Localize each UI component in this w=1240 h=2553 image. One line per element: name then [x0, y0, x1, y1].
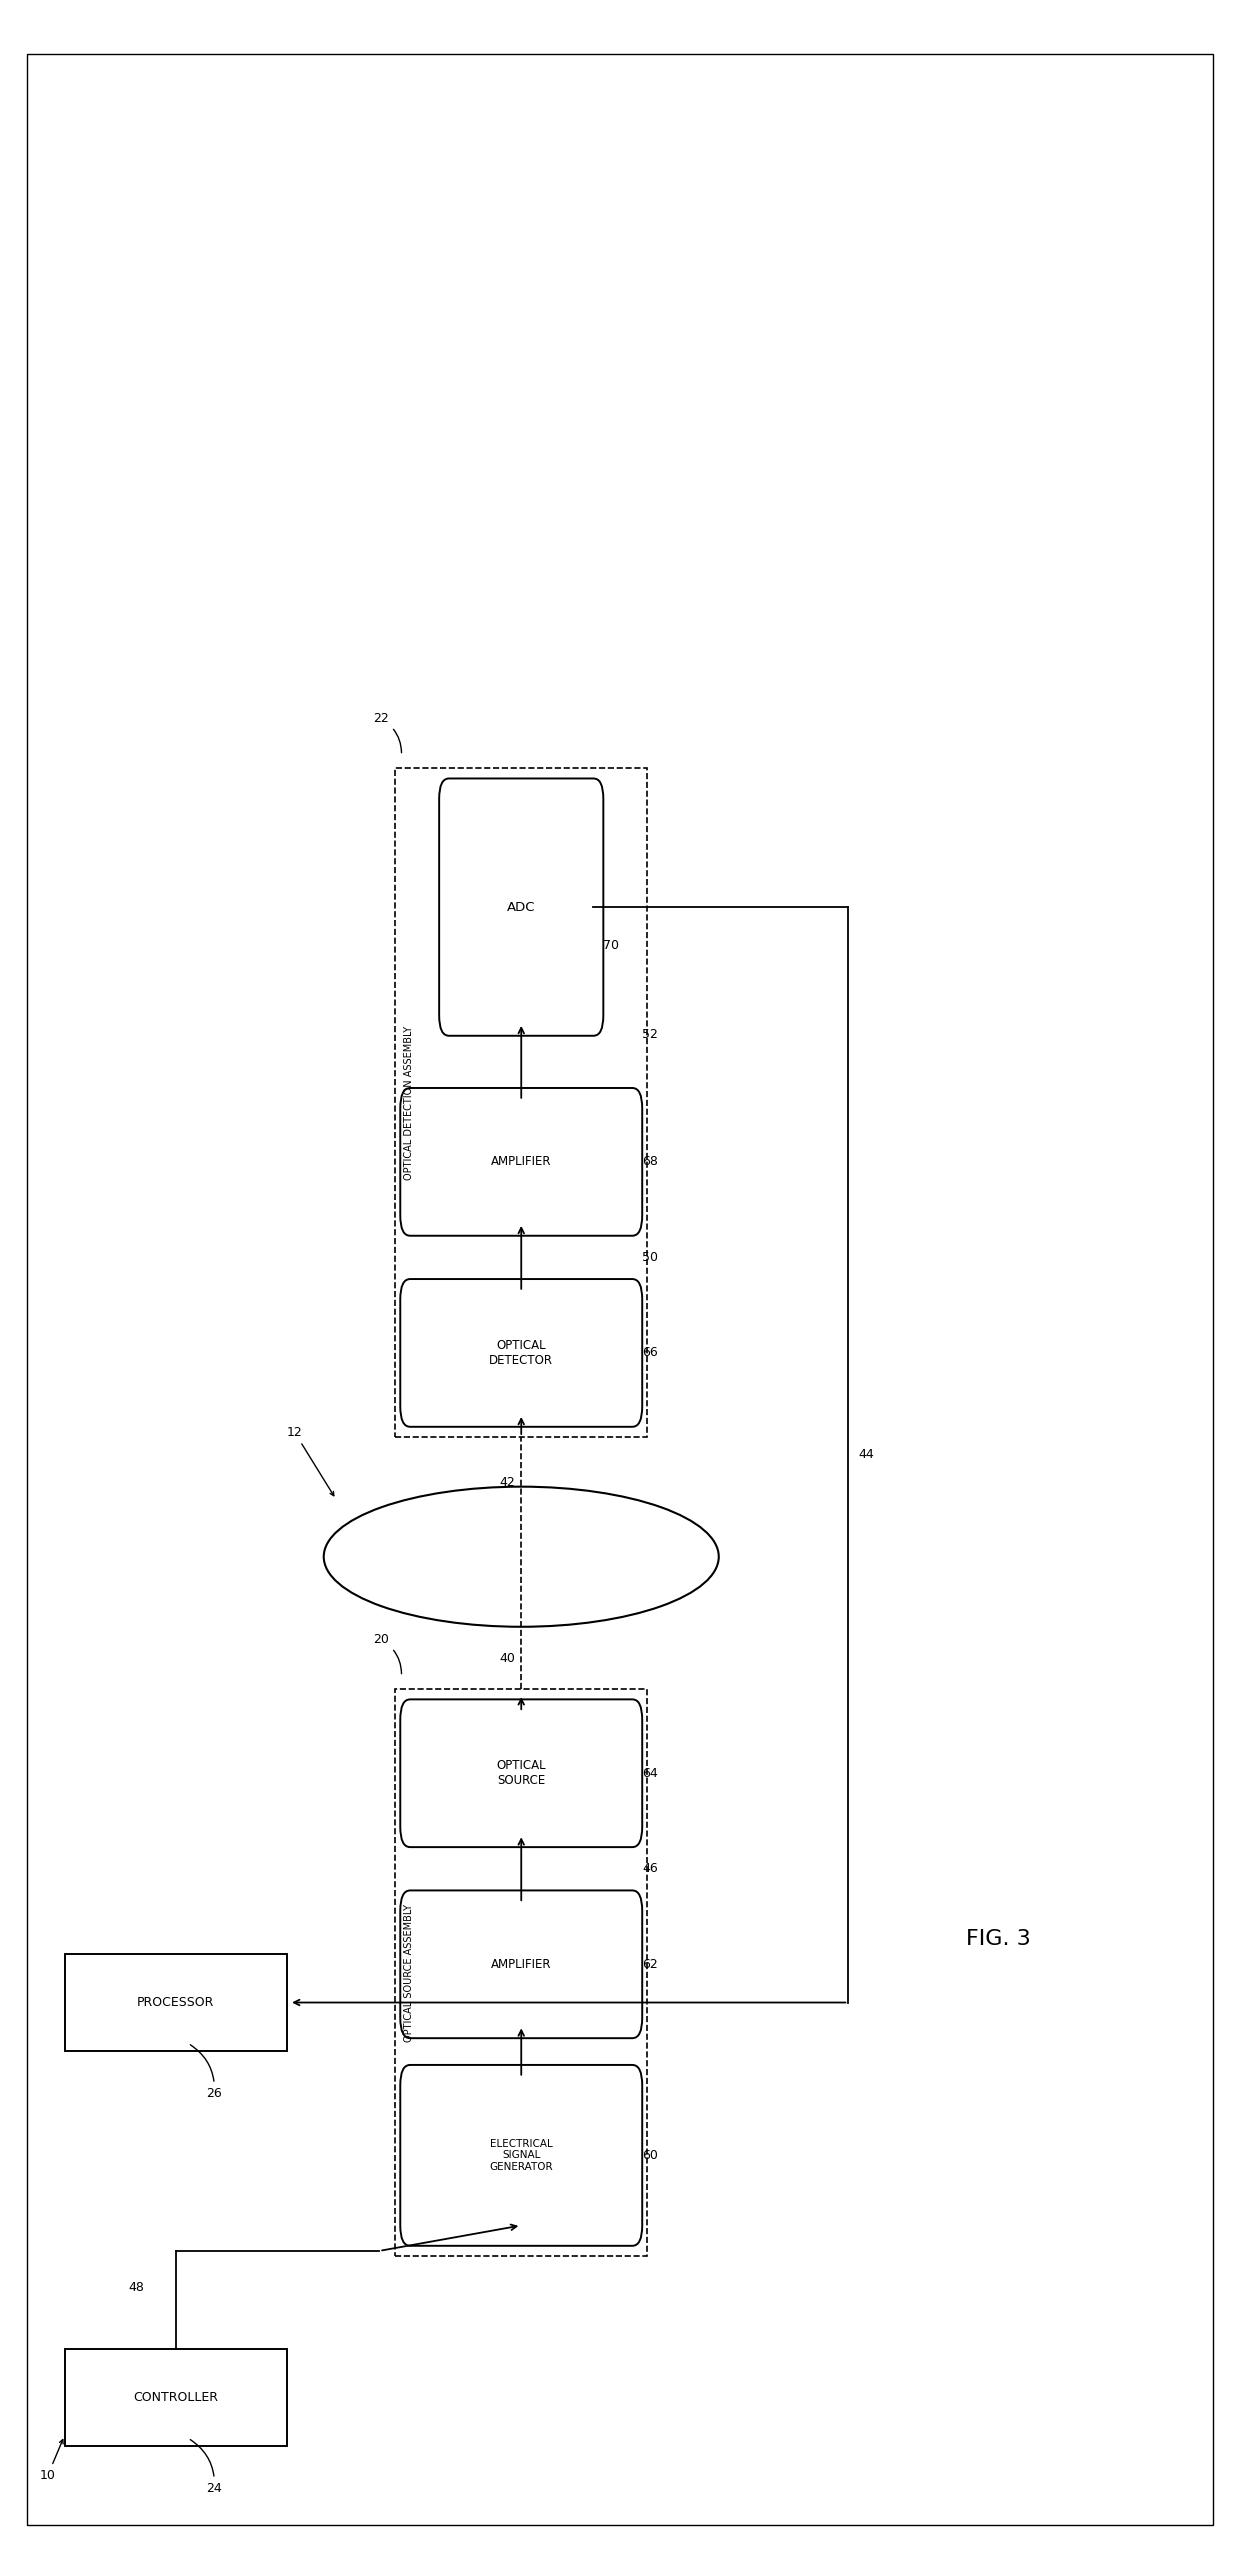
Text: 68: 68 — [642, 1157, 658, 1169]
Text: CONTROLLER: CONTROLLER — [133, 2390, 218, 2405]
Text: 10: 10 — [40, 2441, 63, 2482]
Text: OPTICAL
DETECTOR: OPTICAL DETECTOR — [490, 1338, 553, 1366]
Text: PROCESSOR: PROCESSOR — [136, 1996, 215, 2009]
Text: 48: 48 — [129, 2280, 145, 2293]
Text: 44: 44 — [858, 1448, 874, 1460]
Text: AMPLIFIER: AMPLIFIER — [491, 1157, 552, 1169]
Text: 70: 70 — [604, 940, 619, 952]
Text: 52: 52 — [642, 1029, 658, 1042]
Text: 60: 60 — [642, 2150, 658, 2162]
Text: 42: 42 — [500, 1476, 515, 1488]
Text: 46: 46 — [642, 1861, 658, 1876]
FancyBboxPatch shape — [439, 779, 604, 1037]
FancyBboxPatch shape — [401, 1279, 642, 1427]
Text: ADC: ADC — [507, 901, 536, 914]
Text: AMPLIFIER: AMPLIFIER — [491, 1958, 552, 1971]
Text: 26: 26 — [190, 2045, 222, 2099]
Bar — [64, 2349, 286, 2446]
Text: 40: 40 — [500, 1652, 515, 1665]
Bar — [64, 1953, 286, 2050]
FancyBboxPatch shape — [401, 2065, 642, 2247]
Text: 22: 22 — [373, 712, 402, 753]
Text: ELECTRICAL
SIGNAL
GENERATOR: ELECTRICAL SIGNAL GENERATOR — [490, 2139, 553, 2173]
Text: OPTICAL DETECTION ASSEMBLY: OPTICAL DETECTION ASSEMBLY — [404, 1026, 414, 1179]
Text: 62: 62 — [642, 1958, 658, 1971]
Text: 12: 12 — [286, 1425, 334, 1496]
Text: 50: 50 — [642, 1251, 658, 1264]
Bar — [396, 1690, 647, 2257]
Text: 64: 64 — [642, 1767, 658, 1779]
Text: OPTICAL SOURCE ASSEMBLY: OPTICAL SOURCE ASSEMBLY — [404, 1905, 414, 2042]
Text: 24: 24 — [190, 2441, 222, 2494]
FancyBboxPatch shape — [401, 1700, 642, 1848]
Text: FIG. 3: FIG. 3 — [966, 1930, 1030, 1948]
Text: 66: 66 — [642, 1345, 658, 1358]
FancyBboxPatch shape — [401, 1088, 642, 1236]
Ellipse shape — [324, 1486, 719, 1626]
Text: OPTICAL
SOURCE: OPTICAL SOURCE — [496, 1759, 546, 1787]
Text: 20: 20 — [373, 1634, 402, 1675]
Bar — [396, 768, 647, 1437]
FancyBboxPatch shape — [401, 1889, 642, 2037]
